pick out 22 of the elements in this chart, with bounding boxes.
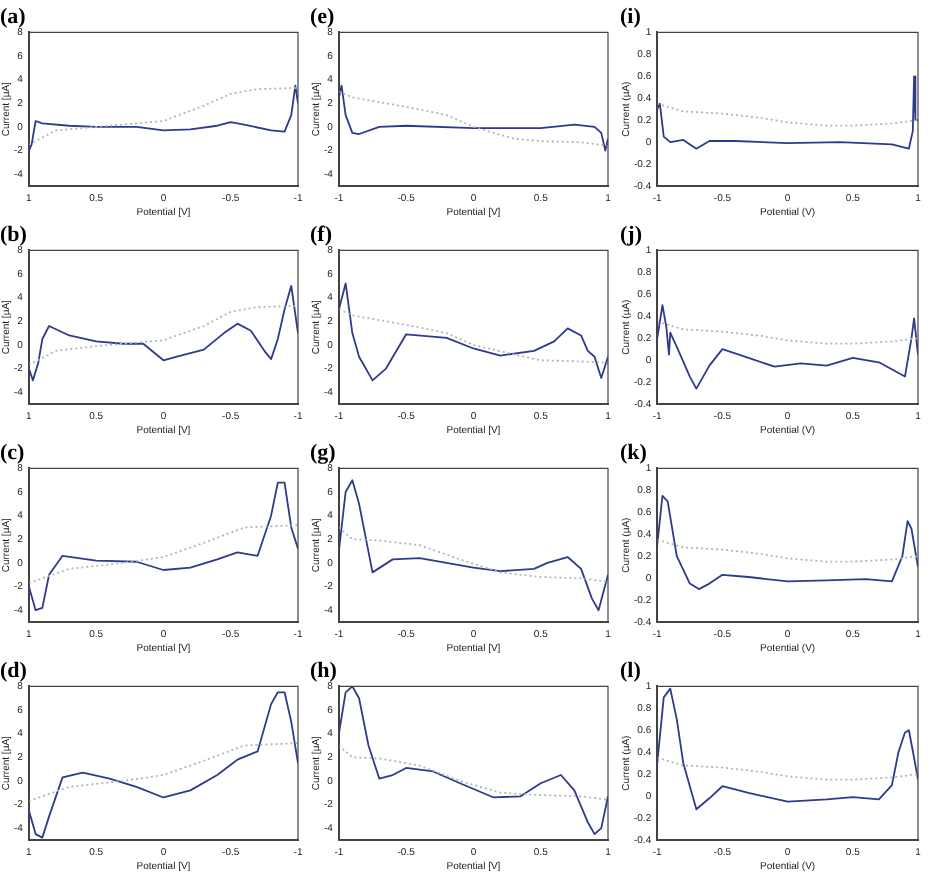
line-series xyxy=(28,742,298,802)
line-series xyxy=(657,102,918,127)
chart-title: (j) xyxy=(620,222,643,247)
chart-title: (h) xyxy=(310,658,338,683)
line-series xyxy=(338,308,608,364)
chart-title: (d) xyxy=(0,658,28,683)
chart-title: (c) xyxy=(0,440,26,465)
line-series xyxy=(338,526,608,583)
line-series xyxy=(657,538,918,563)
line-series xyxy=(28,305,298,366)
line-series xyxy=(338,744,608,801)
line-series xyxy=(657,756,918,781)
chart-title: (e) xyxy=(310,4,336,29)
chart-title: (l) xyxy=(620,658,642,683)
chart-title: (g) xyxy=(310,440,337,465)
chart-title: (a) xyxy=(0,4,27,29)
chart-title: (b) xyxy=(0,222,28,247)
chart-title: (f) xyxy=(310,222,333,247)
chart-title: (k) xyxy=(620,440,648,465)
chart-title: (i) xyxy=(620,4,642,29)
line-series xyxy=(28,524,298,584)
line-series xyxy=(657,320,918,345)
